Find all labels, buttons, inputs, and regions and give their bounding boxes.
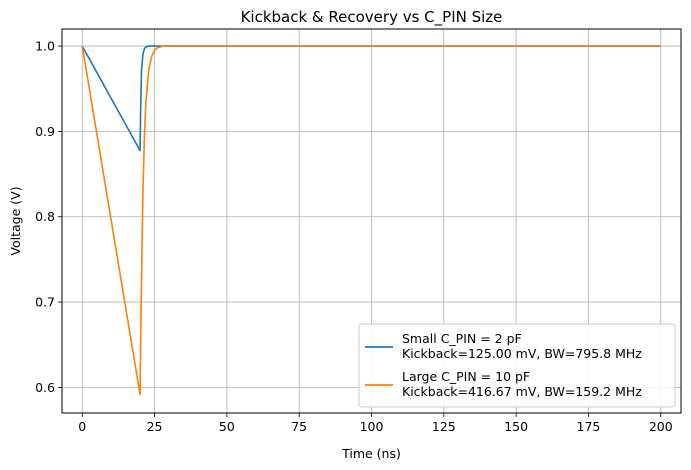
x-axis-label: Time (ns) (341, 446, 401, 461)
legend-label-1-line1: Small C_PIN = 2 pF (402, 331, 522, 346)
y-tick-label: 0.8 (35, 209, 55, 224)
legend-label-2-line2: Kickback=416.67 mV, BW=159.2 MHz (402, 384, 642, 399)
x-tick-label: 125 (432, 419, 456, 434)
y-axis-label: Voltage (V) (8, 186, 23, 255)
series-line-2 (81, 45, 661, 396)
x-tick-label: 150 (504, 419, 528, 434)
x-tick-label: 0 (78, 419, 86, 434)
x-tick-label: 50 (219, 419, 235, 434)
chart-title: Kickback & Recovery vs C_PIN Size (241, 8, 503, 27)
x-tick-label: 75 (291, 419, 307, 434)
x-tick-label: 200 (649, 419, 673, 434)
legend-label-1-line2: Kickback=125.00 mV, BW=795.8 MHz (402, 346, 642, 361)
y-tick-label: 0.7 (35, 295, 55, 310)
x-tick-label: 175 (577, 419, 601, 434)
y-tick-label: 0.6 (35, 380, 55, 395)
legend-box (358, 323, 676, 408)
y-tick-label: 0.9 (35, 124, 55, 139)
y-tick-label: 1.0 (35, 39, 55, 54)
x-tick-label: 100 (360, 419, 384, 434)
x-tick-label: 25 (147, 419, 163, 434)
ticks: 0 25 50 75 100 125 150 175 200 0.6 0.7 0.8 0.9 1.0 (35, 39, 673, 434)
legend-label-2-line1: Large C_PIN = 10 pF (402, 369, 530, 384)
series-layer (81, 45, 661, 396)
